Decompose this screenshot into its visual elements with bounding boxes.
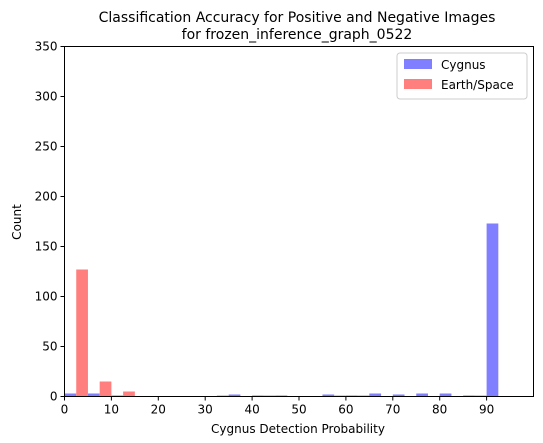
chart-title-line-2: for frozen_inference_graph_0522 [182, 27, 413, 43]
y-tick-label: 0 [50, 390, 58, 404]
x-tick-label: 80 [432, 403, 447, 417]
bar-cygnus-14 [392, 394, 405, 397]
x-axis-ticks: 0 10 20 30 40 50 60 70 80 90 [61, 396, 494, 417]
x-tick-label: 0 [61, 403, 69, 417]
x-tick-label: 70 [385, 403, 400, 417]
chart-title-line-1: Classification Accuracy for Positive and… [99, 10, 496, 26]
x-tick-label: 40 [244, 403, 259, 417]
bar-cygnus-16 [439, 393, 452, 397]
legend-swatch-cygnus [404, 59, 432, 69]
y-tick-label: 300 [35, 90, 58, 104]
y-tick-label: 100 [35, 290, 58, 304]
y-axis-ticks: 0 50 100 150 200 250 300 350 [35, 40, 65, 404]
bar-cygnus-15 [416, 393, 428, 397]
y-axis-label: Count [10, 204, 24, 240]
legend-label-cygnus: Cygnus [441, 58, 486, 72]
x-tick-label: 50 [291, 403, 306, 417]
bars-group [64, 223, 499, 397]
bar-cygnus-0 [64, 393, 77, 397]
y-tick-label: 150 [35, 240, 58, 254]
y-tick-label: 250 [35, 140, 58, 154]
bar-earth-space-1 [99, 381, 112, 397]
legend: Cygnus Earth/Space [396, 52, 528, 100]
x-tick-label: 60 [338, 403, 353, 417]
bar-cygnus-13 [369, 393, 382, 397]
y-tick-label: 200 [35, 190, 58, 204]
x-tick-label: 10 [104, 403, 119, 417]
x-tick-label: 20 [151, 403, 166, 417]
bar-cygnus-1 [87, 393, 100, 397]
legend-label-earth-space: Earth/Space [441, 78, 514, 92]
x-tick-label: 30 [198, 403, 213, 417]
bar-cygnus-11 [322, 394, 335, 397]
bar-earth-space-2 [123, 391, 135, 397]
bar-earth-space-0 [76, 269, 88, 397]
y-tick-label: 50 [42, 340, 57, 354]
x-tick-label: 90 [479, 403, 494, 417]
bar-cygnus-7 [228, 394, 241, 397]
x-axis-label: Cygnus Detection Probability [211, 422, 385, 436]
plot-frame [64, 46, 534, 397]
legend-swatch-earth-space [404, 79, 432, 89]
y-tick-label: 350 [35, 40, 58, 54]
bar-cygnus-18 [486, 223, 499, 397]
